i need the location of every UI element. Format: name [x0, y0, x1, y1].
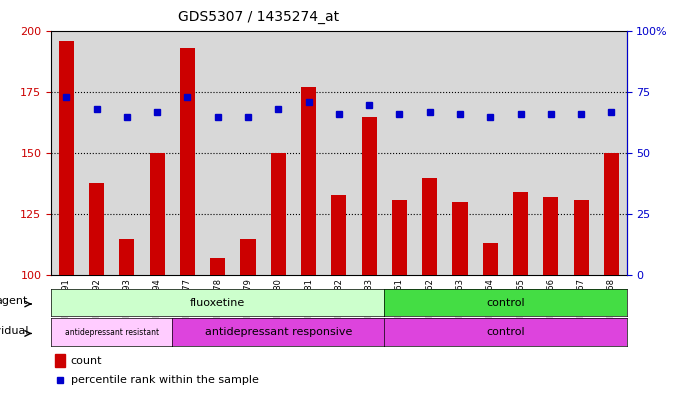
Bar — [392, 200, 407, 275]
Bar — [483, 243, 498, 275]
Bar — [445, 31, 475, 275]
Text: antidepressant responsive: antidepressant responsive — [204, 327, 352, 337]
Bar — [112, 31, 142, 275]
Bar — [150, 153, 165, 275]
Bar — [180, 48, 195, 275]
Bar — [202, 31, 233, 275]
Text: control: control — [486, 327, 524, 337]
Bar — [263, 31, 294, 275]
Text: control: control — [486, 298, 524, 308]
Bar — [89, 182, 104, 275]
Bar — [210, 258, 225, 275]
Bar — [294, 31, 323, 275]
Text: antidepressant resistant: antidepressant resistant — [65, 328, 159, 336]
Bar — [543, 197, 558, 275]
Bar — [604, 153, 619, 275]
Text: percentile rank within the sample: percentile rank within the sample — [71, 375, 259, 386]
Bar — [331, 195, 347, 275]
Text: GDS5307 / 1435274_at: GDS5307 / 1435274_at — [178, 10, 339, 24]
Text: agent: agent — [0, 296, 28, 306]
Bar — [59, 41, 74, 275]
Bar — [422, 178, 437, 275]
Bar — [536, 31, 566, 275]
Text: count: count — [71, 356, 102, 366]
Bar — [119, 239, 134, 275]
Bar — [354, 31, 384, 275]
Bar — [233, 31, 263, 275]
Bar — [240, 239, 255, 275]
Bar — [384, 31, 415, 275]
Bar — [475, 31, 505, 275]
Bar — [142, 31, 172, 275]
Text: fluoxetine: fluoxetine — [190, 298, 245, 308]
Text: individual: individual — [0, 326, 28, 336]
Bar — [513, 192, 528, 275]
Bar — [597, 31, 627, 275]
Bar — [573, 200, 588, 275]
Bar — [362, 117, 377, 275]
Bar — [415, 31, 445, 275]
Bar — [452, 202, 468, 275]
Bar — [51, 31, 81, 275]
Bar — [55, 354, 65, 367]
Bar — [323, 31, 354, 275]
Bar — [505, 31, 536, 275]
Bar — [566, 31, 597, 275]
Bar — [81, 31, 112, 275]
Bar — [172, 31, 202, 275]
Bar — [270, 153, 286, 275]
Bar — [301, 88, 316, 275]
